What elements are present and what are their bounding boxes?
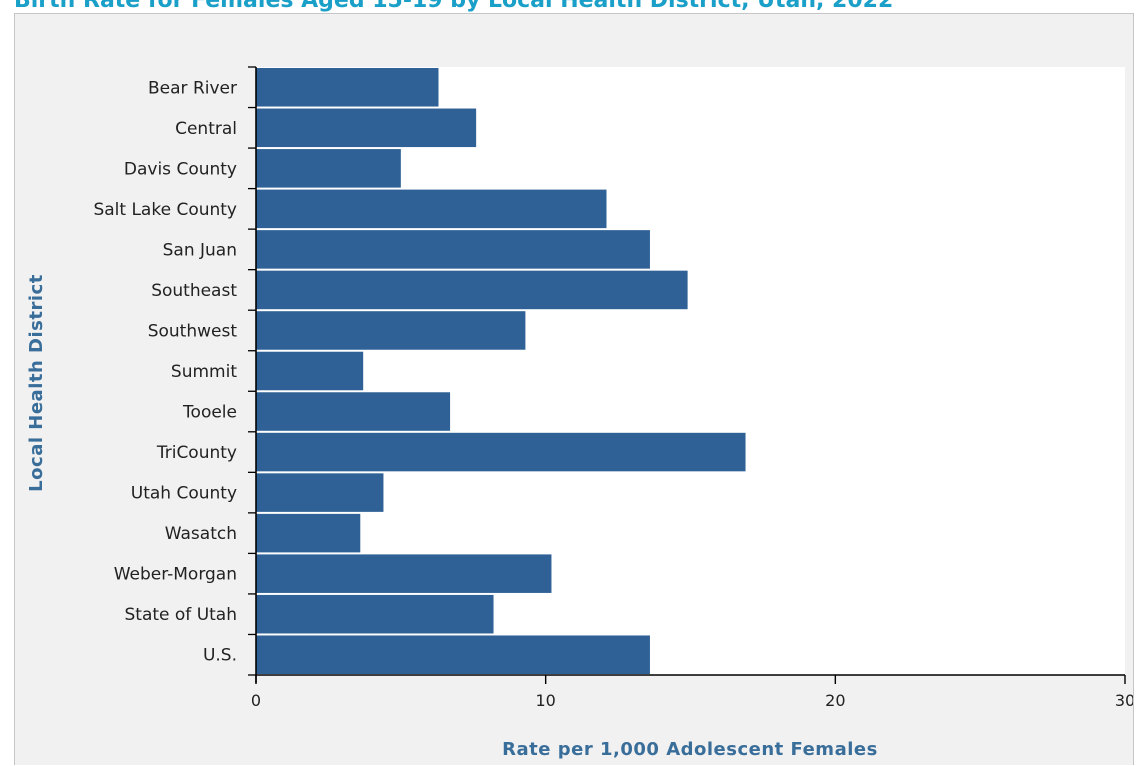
bar-u-s <box>256 635 650 674</box>
category-label-utah-county: Utah County <box>131 484 237 504</box>
chart-frame: Bear River Central Davis County Salt Lake C… <box>14 13 1134 765</box>
category-label-bear-river: Bear River <box>148 78 237 98</box>
bar-san-juan <box>256 230 650 269</box>
category-label-san-juan: San Juan <box>163 240 237 260</box>
bar-chart: Bear River Central Davis County Salt Lake C… <box>26 66 1133 760</box>
category-label-southwest: Southwest <box>148 321 238 341</box>
bar-davis-county <box>256 149 401 188</box>
category-label-salt-lake-county: Salt Lake County <box>93 200 237 220</box>
x-tick-label-10: 10 <box>535 691 555 710</box>
category-label-central: Central <box>175 119 237 139</box>
category-label-weber-morgan: Weber-Morgan <box>114 565 237 585</box>
bar-tooele <box>256 392 451 431</box>
y-axis <box>248 66 257 683</box>
bar-southeast <box>256 270 688 310</box>
bar-state-of-utah <box>256 594 494 634</box>
bar-utah-county <box>256 473 384 512</box>
category-label-state-of-utah: State of Utah <box>125 605 238 625</box>
category-label-wasatch: Wasatch <box>165 524 237 544</box>
category-label-tooele: Tooele <box>182 403 237 423</box>
category-label-tricounty: TriCounty <box>156 443 237 463</box>
x-tick-label-30: 30 <box>1115 691 1133 710</box>
category-label-u-s: U.S. <box>203 646 237 666</box>
x-axis-title: Rate per 1,000 Adolescent Females <box>502 739 878 760</box>
x-axis: 0 10 20 30 <box>251 674 1133 710</box>
bar-central <box>256 108 477 148</box>
category-label-southeast: Southeast <box>151 281 237 301</box>
chart-title: Birth Rate for Females Aged 15-19 by Loc… <box>14 0 894 13</box>
x-tick-label-0: 0 <box>251 691 261 710</box>
x-tick-label-20: 20 <box>825 691 845 710</box>
bar-weber-morgan <box>256 554 552 593</box>
y-axis-title: Local Health District <box>26 274 47 492</box>
bars-group <box>256 68 746 674</box>
bar-tricounty <box>256 432 746 472</box>
bar-wasatch <box>256 513 361 553</box>
bar-summit <box>256 351 364 391</box>
category-label-summit: Summit <box>171 362 237 382</box>
bar-salt-lake-county <box>256 189 607 229</box>
category-label-davis-county: Davis County <box>124 159 237 179</box>
bar-bear-river <box>256 68 439 107</box>
category-labels: Bear River Central Davis County Salt Lake C… <box>93 78 237 665</box>
bar-southwest <box>256 311 526 350</box>
